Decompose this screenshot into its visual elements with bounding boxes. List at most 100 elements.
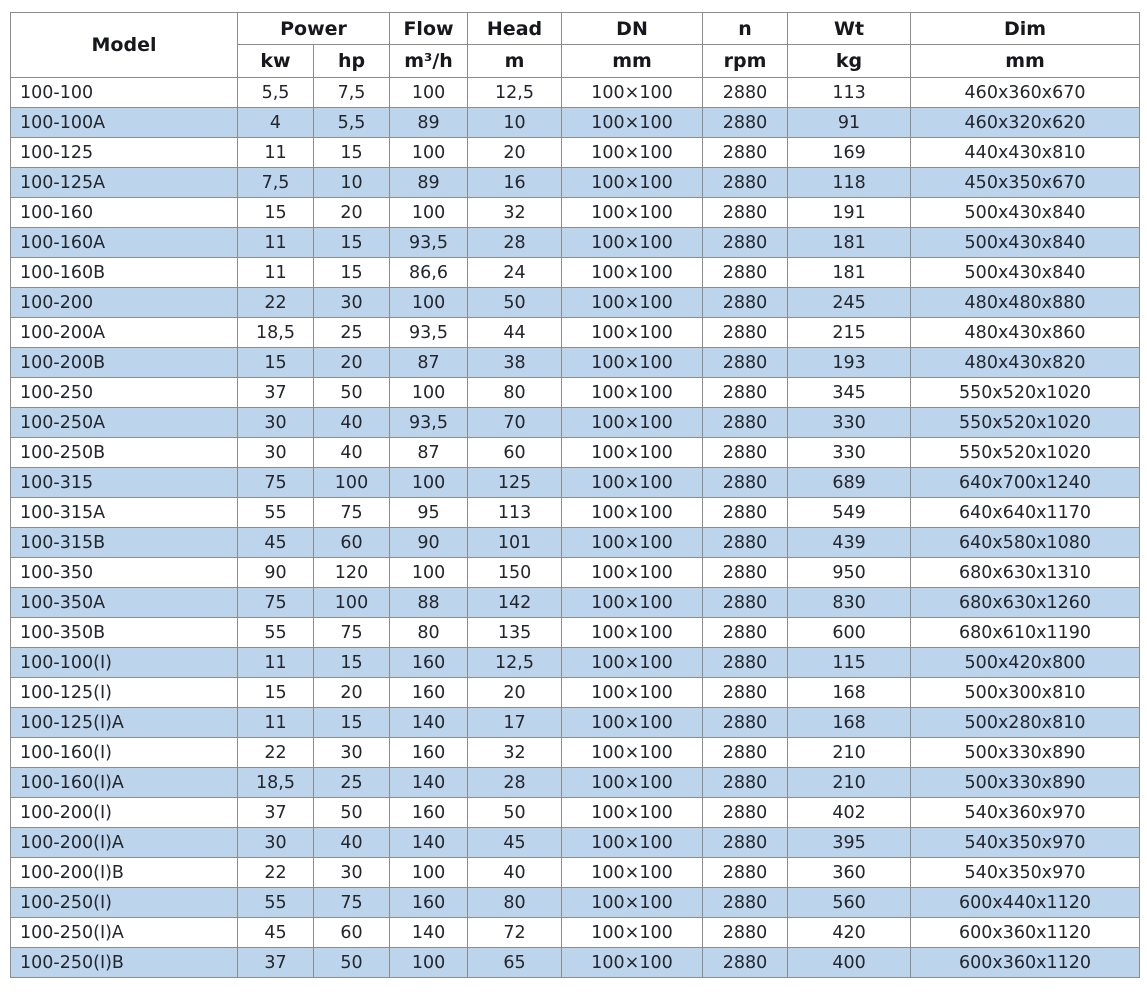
cell-dn: 100×100 — [561, 527, 704, 558]
cell-head: 12,5 — [467, 77, 563, 108]
cell-wt: 168 — [787, 677, 912, 708]
table-body: 100-100 5,5 7,5 100 12,5 100×100 2880 11… — [10, 77, 1141, 978]
unit-wt: kg — [787, 44, 912, 78]
table-row: 100-125A 7,5 10 89 16 100×100 2880 118 4… — [10, 167, 1141, 198]
cell-head: 142 — [467, 587, 563, 618]
cell-model: 100-200(I) — [10, 797, 238, 828]
cell-power-hp: 25 — [312, 317, 391, 348]
cell-model: 100-350B — [10, 617, 238, 648]
cell-dn: 100×100 — [561, 497, 704, 528]
table-row: 100-250(I) 55 75 160 80 100×100 2880 560… — [10, 887, 1141, 918]
cell-wt: 181 — [787, 257, 912, 288]
cell-n: 2880 — [702, 557, 789, 588]
cell-head: 80 — [467, 377, 563, 408]
cell-power-hp: 7,5 — [312, 77, 391, 108]
cell-head: 20 — [467, 677, 563, 708]
cell-flow: 90 — [389, 527, 469, 558]
table-row: 100-200(I)A 30 40 140 45 100×100 2880 39… — [10, 827, 1141, 858]
cell-power-hp: 40 — [312, 827, 391, 858]
cell-wt: 402 — [787, 797, 912, 828]
cell-flow: 100 — [389, 77, 469, 108]
cell-model: 100-200(I)B — [10, 857, 238, 888]
cell-flow: 160 — [389, 677, 469, 708]
unit-head: m — [467, 44, 563, 78]
table-row: 100-100 5,5 7,5 100 12,5 100×100 2880 11… — [10, 77, 1141, 108]
cell-power-hp: 50 — [312, 797, 391, 828]
cell-dim: 480x430x860 — [910, 317, 1141, 348]
cell-n: 2880 — [702, 797, 789, 828]
cell-power-kw: 22 — [237, 287, 314, 318]
cell-flow: 160 — [389, 647, 469, 678]
cell-model: 100-125A — [10, 167, 238, 198]
cell-model: 100-250A — [10, 407, 238, 438]
cell-flow: 86,6 — [389, 257, 469, 288]
cell-n: 2880 — [702, 407, 789, 438]
cell-n: 2880 — [702, 227, 789, 258]
cell-n: 2880 — [702, 587, 789, 618]
cell-dn: 100×100 — [561, 827, 704, 858]
cell-dn: 100×100 — [561, 467, 704, 498]
cell-power-hp: 20 — [312, 677, 391, 708]
cell-dn: 100×100 — [561, 707, 704, 738]
cell-power-hp: 40 — [312, 407, 391, 438]
table-row: 100-160(I) 22 30 160 32 100×100 2880 210… — [10, 737, 1141, 768]
cell-dim: 540x350x970 — [910, 857, 1141, 888]
cell-power-hp: 10 — [312, 167, 391, 198]
table-row: 100-100A 4 5,5 89 10 100×100 2880 91 460… — [10, 107, 1141, 138]
cell-model: 100-315A — [10, 497, 238, 528]
cell-wt: 193 — [787, 347, 912, 378]
cell-model: 100-250(I) — [10, 887, 238, 918]
cell-dn: 100×100 — [561, 107, 704, 138]
cell-head: 101 — [467, 527, 563, 558]
col-header-wt: Wt — [787, 12, 912, 45]
cell-n: 2880 — [702, 107, 789, 138]
cell-dn: 100×100 — [561, 257, 704, 288]
cell-power-kw: 37 — [237, 377, 314, 408]
cell-power-kw: 75 — [237, 587, 314, 618]
col-header-n: n — [702, 12, 789, 45]
cell-flow: 100 — [389, 137, 469, 168]
cell-n: 2880 — [702, 257, 789, 288]
cell-head: 113 — [467, 497, 563, 528]
cell-power-hp: 75 — [312, 617, 391, 648]
cell-dn: 100×100 — [561, 287, 704, 318]
cell-power-hp: 15 — [312, 707, 391, 738]
cell-model: 100-100(I) — [10, 647, 238, 678]
table-row: 100-350B 55 75 80 135 100×100 2880 600 6… — [10, 617, 1141, 648]
cell-dn: 100×100 — [561, 347, 704, 378]
cell-power-kw: 11 — [237, 647, 314, 678]
cell-dim: 500x420x800 — [910, 647, 1141, 678]
cell-power-hp: 50 — [312, 377, 391, 408]
cell-head: 125 — [467, 467, 563, 498]
cell-power-hp: 75 — [312, 497, 391, 528]
cell-head: 20 — [467, 137, 563, 168]
cell-dim: 680x610x1190 — [910, 617, 1141, 648]
cell-flow: 140 — [389, 707, 469, 738]
col-header-dim: Dim — [910, 12, 1141, 45]
cell-dn: 100×100 — [561, 767, 704, 798]
cell-power-hp: 100 — [312, 587, 391, 618]
cell-n: 2880 — [702, 617, 789, 648]
cell-flow: 140 — [389, 917, 469, 948]
cell-power-kw: 11 — [237, 227, 314, 258]
cell-power-hp: 5,5 — [312, 107, 391, 138]
cell-dim: 500x430x840 — [910, 197, 1141, 228]
cell-n: 2880 — [702, 677, 789, 708]
cell-power-kw: 5,5 — [237, 77, 314, 108]
cell-wt: 113 — [787, 77, 912, 108]
cell-power-kw: 30 — [237, 827, 314, 858]
table-row: 100-315B 45 60 90 101 100×100 2880 439 6… — [10, 527, 1141, 558]
cell-model: 100-160(I)A — [10, 767, 238, 798]
cell-head: 32 — [467, 737, 563, 768]
cell-flow: 100 — [389, 947, 469, 978]
cell-flow: 100 — [389, 557, 469, 588]
cell-model: 100-100A — [10, 107, 238, 138]
cell-power-kw: 55 — [237, 887, 314, 918]
cell-power-hp: 15 — [312, 227, 391, 258]
cell-n: 2880 — [702, 707, 789, 738]
cell-wt: 330 — [787, 437, 912, 468]
cell-wt: 439 — [787, 527, 912, 558]
table-row: 100-160(I)A 18,5 25 140 28 100×100 2880 … — [10, 767, 1141, 798]
cell-head: 70 — [467, 407, 563, 438]
cell-power-hp: 30 — [312, 857, 391, 888]
